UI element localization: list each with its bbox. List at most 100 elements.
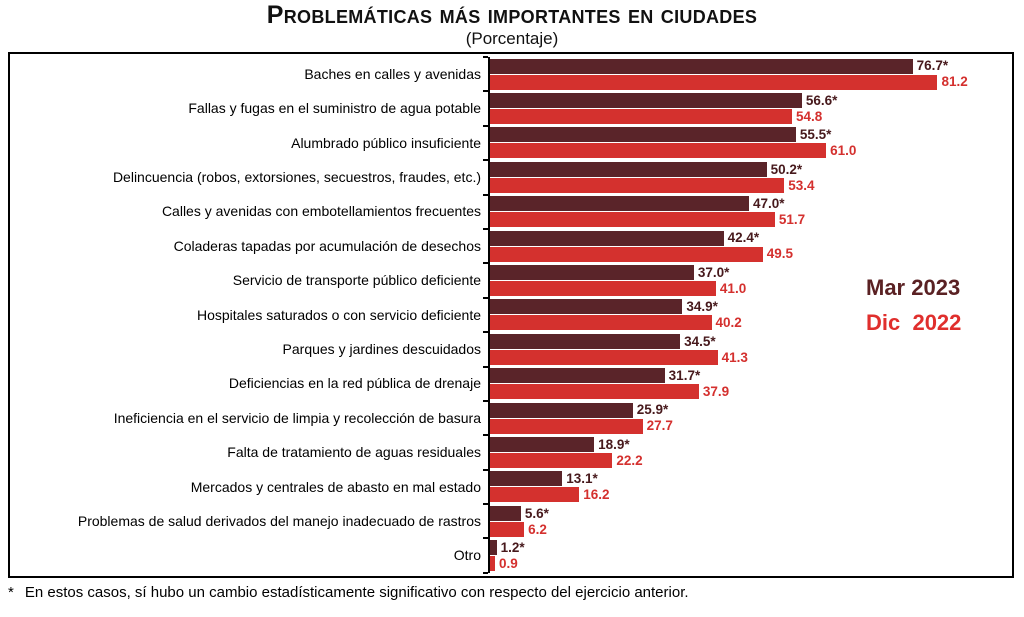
bar-dic-2022: [490, 384, 699, 400]
axis-tick: [483, 90, 488, 93]
value-label: 13.1*: [566, 471, 598, 487]
value-label: 47.0*: [753, 196, 785, 211]
axis-tick: [483, 571, 488, 574]
bar-line: 0.9: [490, 555, 1008, 572]
bar-dic-2022: [490, 487, 580, 503]
bar-pair: 76.7* 81.2: [483, 56, 1008, 92]
axis-tick: [483, 537, 488, 540]
bar-line: 42.4*: [490, 230, 1008, 246]
category-label: Delincuencia (robos, extorsiones, secues…: [112, 169, 481, 186]
category-label: Ineficiencia en el servicio de limpia y …: [113, 409, 481, 426]
bar-line: 49.5: [490, 246, 1008, 262]
axis-tick: [483, 227, 488, 230]
value-label: 16.2: [583, 487, 610, 503]
value-label: 1.2*: [500, 539, 525, 555]
category-label: Baches en calles y avenidas: [304, 65, 481, 82]
axis-tick: [483, 262, 488, 265]
bar-dic-2022: [490, 521, 525, 537]
value-label: 40.2: [715, 315, 742, 331]
bar-line: 41.0: [490, 280, 1008, 297]
bar-mar-2023: [490, 402, 633, 418]
bar-pair: 34.9* 40.2: [483, 296, 1008, 333]
chart-subtitle: (Porcentaje): [465, 29, 559, 48]
bar-row: Baches en calles y avenidas 76.7* 81.2: [10, 56, 1008, 92]
bar-pair: 34.5* 41.3: [483, 331, 1008, 367]
bar-row: Alumbrado público insuficiente 55.5* 61.0: [10, 124, 1008, 161]
bar-row: Coladeras tapadas por acumulación de des…: [10, 227, 1008, 264]
bar-dic-2022: [490, 143, 827, 159]
chart-title: Problemáticas más importantes en ciudade…: [266, 1, 758, 29]
value-label: 56.6*: [805, 92, 838, 108]
bar-line: 51.7: [490, 212, 1008, 228]
category-label: Problemas de salud derivados del manejo …: [77, 512, 481, 529]
bar-dic-2022: [490, 177, 785, 193]
value-label: 42.4*: [727, 230, 760, 246]
bar-mar-2023: [490, 93, 802, 109]
bar-line: 40.2: [490, 315, 1008, 331]
bar-line: 55.5*: [490, 127, 1008, 143]
bar-line: 47.0*: [490, 196, 1008, 212]
bar-line: 76.7*: [490, 58, 1008, 74]
axis-tick: [483, 193, 488, 196]
bar-line: 25.9*: [490, 402, 1008, 418]
axis-tick: [483, 468, 488, 471]
category-label: Hospitales saturados o con servicio defi…: [196, 306, 481, 323]
bar-row: Calles y avenidas con embotellamientos f…: [10, 193, 1008, 229]
value-label: 37.0*: [697, 264, 730, 280]
bar-line: 54.8: [490, 109, 1008, 125]
bar-line: 13.1*: [490, 471, 1008, 487]
bar-pair: 56.6* 54.8: [483, 90, 1008, 126]
axis-tick: [483, 159, 488, 162]
value-label: 34.5*: [684, 333, 716, 349]
axis-tick: [483, 503, 488, 506]
value-label: 41.3: [721, 349, 748, 365]
bar-line: 37.0*: [490, 264, 1008, 281]
bar-line: 56.6*: [490, 92, 1008, 109]
bar-mar-2023: [490, 505, 521, 521]
value-label: 81.2: [941, 74, 968, 90]
value-label: 5.6*: [524, 505, 549, 521]
bar-line: 27.7: [490, 418, 1008, 434]
legend-dic-2022: Dic 2022: [866, 310, 962, 335]
axis-tick: [483, 399, 488, 402]
value-label: 31.7*: [668, 367, 701, 383]
bar-dic-2022: [490, 74, 938, 90]
axis-tick: [483, 56, 488, 58]
bar-pair: 18.9* 22.2: [483, 434, 1008, 470]
axis-tick: [483, 365, 488, 368]
category-label: Alumbrado público insuficiente: [291, 134, 481, 151]
bar-row: Otro 1.2* 0.9: [10, 537, 1008, 574]
value-label: 18.9*: [598, 436, 630, 452]
bar-line: 16.2: [490, 487, 1008, 503]
value-label: 76.7*: [916, 58, 949, 74]
axis-tick: [483, 434, 488, 437]
value-label: 49.5: [766, 246, 794, 262]
bar-row: Mercados y centrales de abasto en mal es…: [10, 468, 1008, 505]
bar-pair: 55.5* 61.0: [483, 124, 1008, 161]
bar-row: Falta de tratamiento de aguas residuales…: [10, 434, 1008, 470]
value-label: 0.9: [498, 555, 518, 571]
bar-dic-2022: [490, 556, 495, 572]
bar-pair: 13.1* 16.2: [483, 468, 1008, 505]
bar-mar-2023: [490, 471, 563, 487]
category-label: Otro: [453, 547, 481, 564]
value-label: 41.0: [719, 280, 747, 296]
bar-row: Servicio de transporte público deficient…: [10, 262, 1008, 298]
bar-dic-2022: [490, 418, 643, 434]
bar-line: 37.9: [490, 384, 1008, 400]
bar-mar-2023: [490, 230, 724, 246]
bar-mar-2023: [490, 196, 749, 212]
value-label: 61.0: [830, 143, 857, 159]
significance-footnote: * En estos casos, sí hubo un cambio estad…: [8, 584, 689, 601]
bar-mar-2023: [490, 436, 595, 452]
bar-line: 18.9*: [490, 436, 1008, 452]
category-label: Fallas y fugas en el suministro de agua …: [188, 100, 481, 117]
category-label: Deficiencias en la red pública de drenaj…: [228, 375, 481, 392]
bar-line: 22.2: [490, 452, 1008, 468]
bar-line: 34.9*: [490, 299, 1008, 315]
bar-row: Parques y jardines descuidados 34.5* 41.3: [10, 331, 1008, 367]
bar-mar-2023: [490, 161, 767, 177]
category-label: Parques y jardines descuidados: [282, 340, 481, 357]
bar-line: 31.7*: [490, 367, 1008, 384]
bar-line: 5.6*: [490, 505, 1008, 521]
